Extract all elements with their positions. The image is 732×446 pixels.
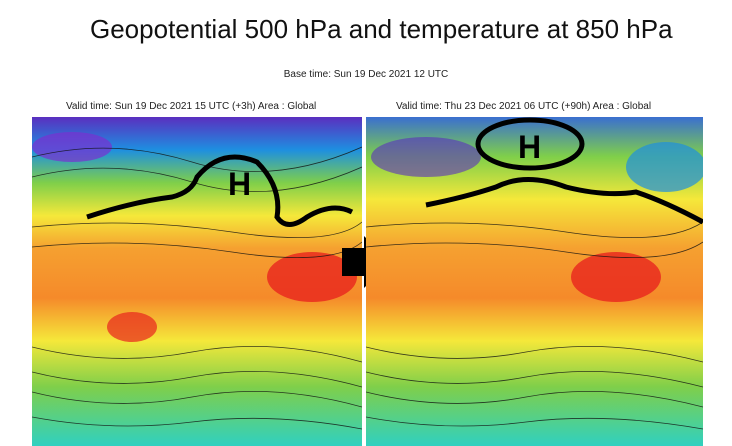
valid-time-right: Valid time: Thu 23 Dec 2021 06 UTC (+90h… — [396, 101, 652, 112]
map-left: H — [32, 117, 362, 446]
high-pressure-label-left: H — [228, 166, 251, 202]
high-pressure-label-right: H — [518, 129, 541, 165]
map-right: H — [366, 117, 703, 446]
map-right-graphic: H — [366, 117, 703, 446]
slide-title: Geopotential 500 hPa and temperature at … — [90, 14, 673, 44]
map-left-graphic: H — [32, 117, 362, 446]
base-time: Base time: Sun 19 Dec 2021 12 UTC — [283, 69, 449, 80]
valid-time-left: Valid time: Sun 19 Dec 2021 15 UTC (+3h)… — [66, 101, 317, 112]
